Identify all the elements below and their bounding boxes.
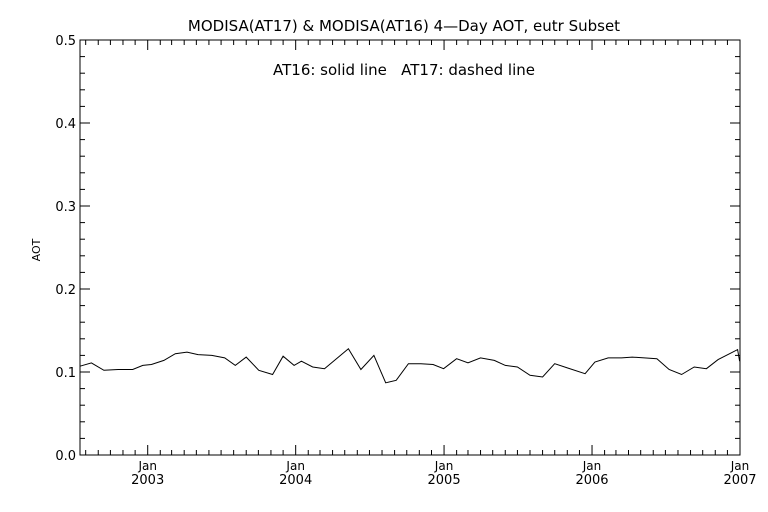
y-tick-label: 0.5: [55, 34, 76, 49]
series-line-at16: [79, 348, 741, 384]
plot-frame: [79, 39, 741, 456]
y-axis: 0.0 0.1 0.2 0.3 0.4 0.5: [55, 34, 740, 464]
x-tick-month-label: Jan: [137, 459, 157, 473]
series-layer: [79, 348, 741, 384]
x-tick-month-label: Jan: [434, 459, 454, 473]
y-tick-label: 0.1: [55, 366, 76, 381]
x-tick-month-label: Jan: [730, 459, 750, 473]
chart-title: MODISA(AT17) & MODISA(AT16) 4—Day AOT, e…: [188, 17, 620, 35]
x-tick-year-label: 2003: [131, 473, 164, 488]
x-tick-year-label: 2006: [575, 473, 608, 488]
x-tick-month-label: Jan: [582, 459, 602, 473]
y-tick-label: 0.3: [55, 200, 76, 215]
x-tick-year-label: 2005: [428, 473, 461, 488]
line-style-note: AT16: solid line AT17: dashed line: [273, 61, 535, 79]
x-tick-month-label: Jan: [285, 459, 305, 473]
x-tick-year-label: 2004: [279, 473, 312, 488]
x-tick-year-label: 2007: [723, 473, 756, 488]
y-tick-label: 0.4: [55, 117, 76, 132]
y-tick-label: 0.2: [55, 283, 76, 298]
y-axis-label: AOT: [30, 238, 43, 261]
y-tick-label: 0.0: [55, 449, 76, 464]
